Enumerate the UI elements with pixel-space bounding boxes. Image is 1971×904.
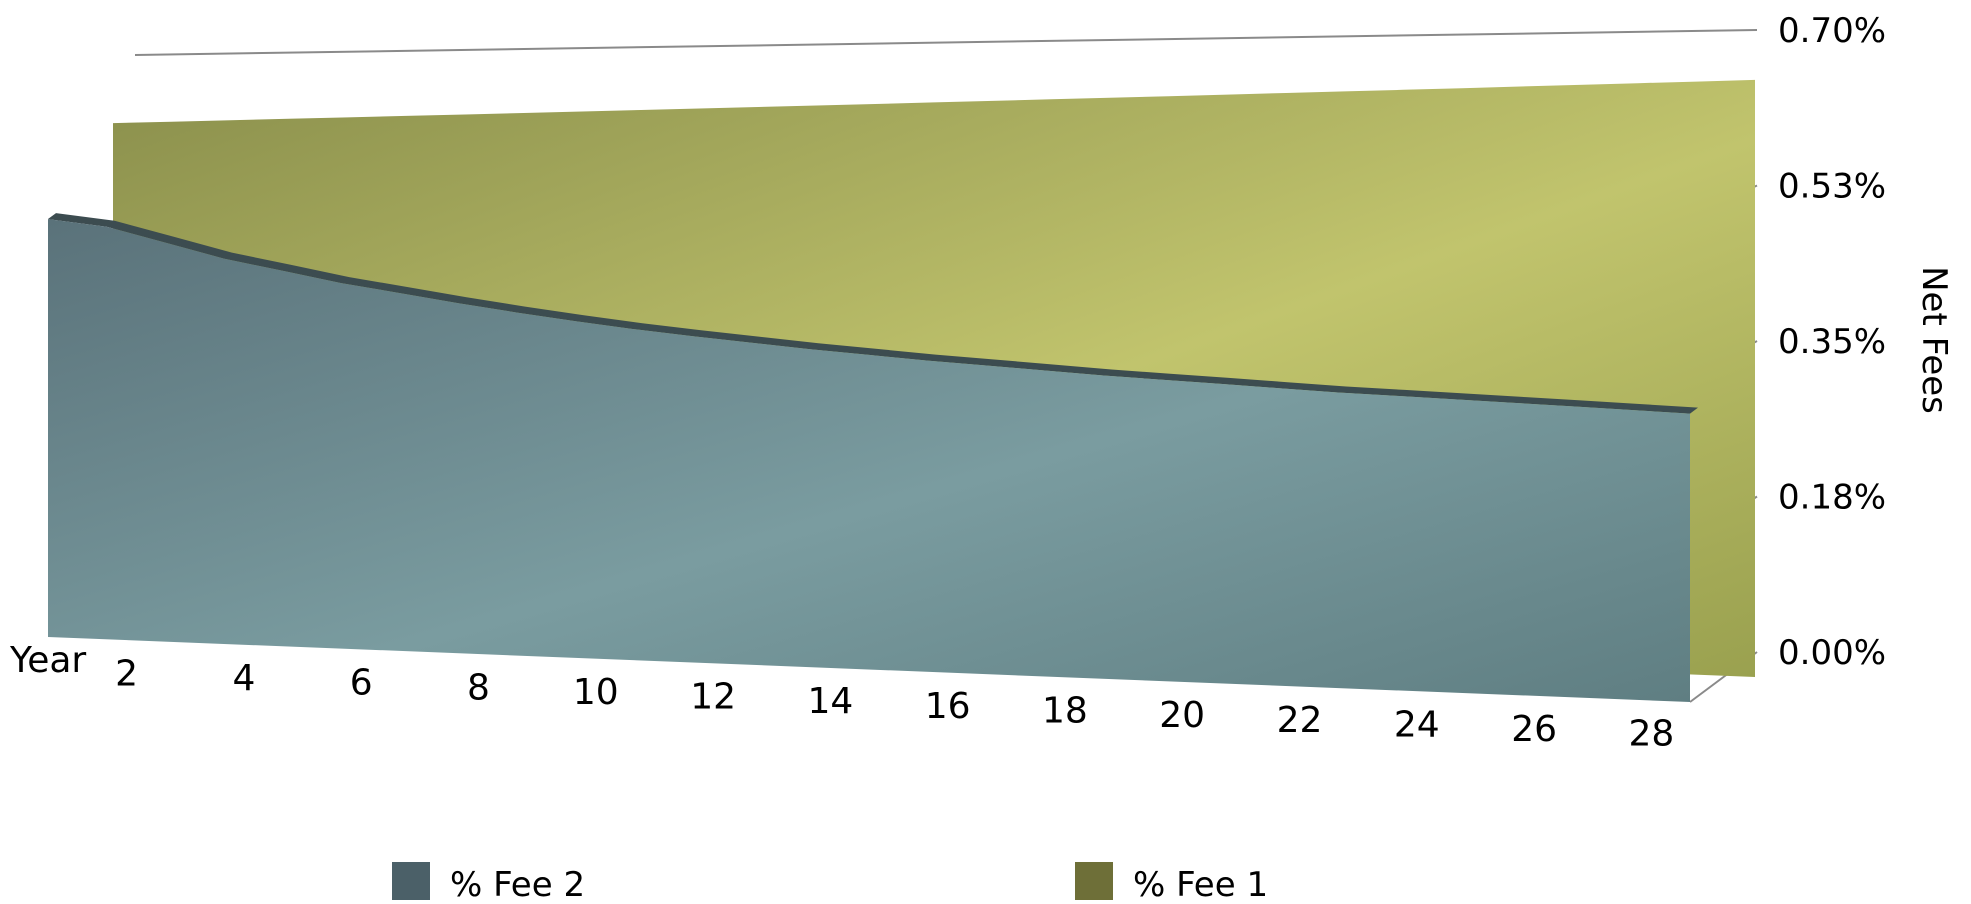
legend: % Fee 2 % Fee 1 (392, 862, 1268, 904)
x-tick-label: 16 (925, 686, 971, 727)
x-tick-labels: 2 4 6 8 10 12 14 16 18 20 22 24 26 28 (115, 653, 1674, 754)
legend-label-fee-2: % Fee 2 (450, 865, 585, 904)
x-tick-label: 20 (1159, 695, 1205, 736)
y-tick-labels: 0.00% 0.18% 0.35% 0.53% 0.70% (1778, 11, 1886, 673)
x-tick-label: 10 (573, 672, 619, 713)
x-tick-label: 6 (350, 663, 373, 704)
x-tick-label: 4 (232, 658, 255, 699)
x-tick-label: 2 (115, 653, 138, 694)
legend-label-fee-1: % Fee 1 (1133, 865, 1268, 904)
y-gridline (134, 29, 1758, 56)
x-tick-label: 22 (1277, 700, 1323, 741)
y-axis-label: Net Fees (1914, 266, 1954, 414)
y-tick-label: 0.53% (1778, 167, 1886, 207)
y-tick-label: 0.70% (1778, 11, 1886, 51)
x-tick-label: 26 (1511, 709, 1557, 750)
area-fee-2 (48, 219, 1690, 702)
y-tick-label: 0.18% (1778, 478, 1886, 518)
x-tick-label: 28 (1628, 714, 1674, 755)
x-tick-label: 18 (1042, 691, 1088, 732)
x-tick-label: 14 (807, 681, 853, 722)
y-tick-label: 0.00% (1778, 633, 1886, 673)
legend-swatch-fee-1 (1075, 862, 1113, 900)
area-series (48, 79, 1755, 702)
x-tick-label: 24 (1394, 704, 1440, 745)
y-tick-label: 0.35% (1778, 322, 1886, 362)
legend-swatch-fee-2 (392, 862, 430, 900)
x-tick-label: 12 (690, 677, 736, 718)
x-tick-label: 8 (467, 667, 490, 708)
x-axis-label: Year (9, 640, 86, 681)
